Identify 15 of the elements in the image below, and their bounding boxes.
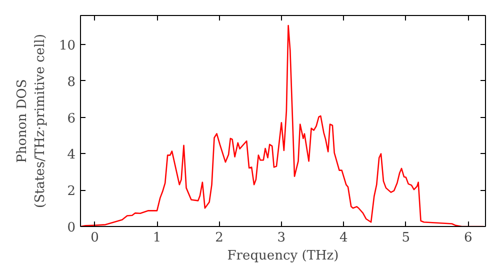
x-tick-label: 3 — [277, 230, 286, 246]
y-tick-label: 8 — [67, 74, 76, 90]
x-tick-label: 0 — [90, 230, 99, 246]
x-axis-title: Frequency (THz) — [227, 248, 339, 264]
x-tick-label: 5 — [402, 230, 410, 246]
y-tick-label: 6 — [67, 111, 76, 126]
x-tick-label: 6 — [464, 230, 472, 246]
y-axis-title: Phonon DOS (States/THz·primitive cell) — [14, 34, 48, 208]
x-tick-label: 1 — [152, 230, 162, 246]
y-tick-label: 4 — [67, 148, 76, 163]
x-tick-label: 2 — [215, 230, 224, 246]
y-tick-label: 2 — [67, 184, 76, 200]
y-tick-label: 0 — [67, 220, 76, 236]
x-tick-label: 4 — [340, 230, 348, 246]
y-tick-label: 10 — [58, 38, 76, 54]
